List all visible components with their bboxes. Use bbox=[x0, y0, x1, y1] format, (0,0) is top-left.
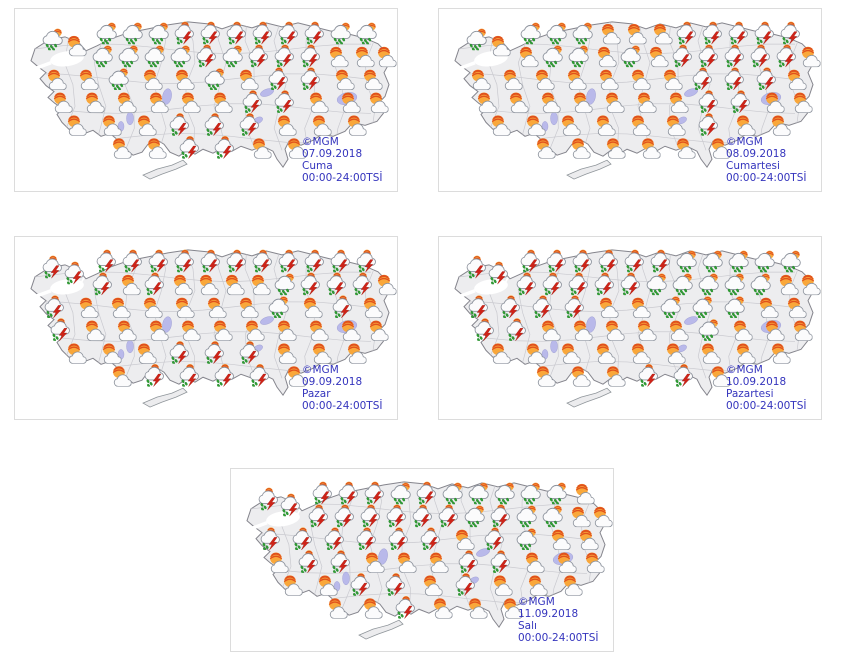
day-label: Cumartesi bbox=[726, 160, 780, 172]
map-stamp: ©MGM 08.09.2018 Cumartesi 00:00-24:00TSİ bbox=[726, 136, 806, 184]
weather-icon-partly-cloudy bbox=[575, 483, 595, 505]
time-range-label: 00:00-24:00TSİ bbox=[726, 400, 807, 412]
date-label: 07.09.2018 bbox=[302, 148, 363, 160]
forecast-panel-sunday: ©MGM 09.09.2018 Pazar 00:00-24:00TSİ bbox=[14, 236, 398, 420]
weather-icon-partly-cloudy bbox=[377, 274, 397, 296]
weather-icon-partly-cloudy bbox=[801, 274, 821, 296]
map-stamp: ©MGM 11.09.2018 Salı 00:00-24:00TSİ bbox=[518, 596, 598, 644]
date-label: 11.09.2018 bbox=[518, 608, 579, 620]
weather-icon-partly-cloudy bbox=[801, 46, 821, 68]
weather-icon-partly-cloudy bbox=[67, 35, 87, 57]
map-stamp: ©MGM 07.09.2018 Cuma 00:00-24:00TSİ bbox=[302, 136, 382, 184]
forecast-panel-monday: ©MGM 10.09.2018 Pazartesi 00:00-24:00TSİ bbox=[438, 236, 822, 420]
map-stamp: ©MGM 10.09.2018 Pazartesi 00:00-24:00TSİ bbox=[726, 364, 806, 412]
forecast-panel-saturday: ©MGM 08.09.2018 Cumartesi 00:00-24:00TSİ bbox=[438, 8, 822, 192]
time-range-label: 00:00-24:00TSİ bbox=[302, 172, 383, 184]
credit-label: ©MGM bbox=[726, 136, 763, 148]
date-label: 09.09.2018 bbox=[302, 376, 363, 388]
map-stamp: ©MGM 09.09.2018 Pazar 00:00-24:00TSİ bbox=[302, 364, 382, 412]
credit-label: ©MGM bbox=[302, 136, 339, 148]
day-label: Pazar bbox=[302, 388, 331, 400]
time-range-label: 00:00-24:00TSİ bbox=[726, 172, 807, 184]
forecast-panel-friday: ©MGM 07.09.2018 Cuma 00:00-24:00TSİ bbox=[14, 8, 398, 192]
credit-label: ©MGM bbox=[518, 596, 555, 608]
credit-label: ©MGM bbox=[726, 364, 763, 376]
time-range-label: 00:00-24:00TSİ bbox=[518, 632, 599, 644]
date-label: 10.09.2018 bbox=[726, 376, 787, 388]
day-label: Cuma bbox=[302, 160, 333, 172]
forecast-panel-tuesday: ©MGM 11.09.2018 Salı 00:00-24:00TSİ bbox=[230, 468, 614, 652]
weather-icon-partly-cloudy bbox=[593, 506, 613, 528]
date-label: 08.09.2018 bbox=[726, 148, 787, 160]
time-range-label: 00:00-24:00TSİ bbox=[302, 400, 383, 412]
weather-icon-partly-cloudy bbox=[377, 46, 397, 68]
day-label: Salı bbox=[518, 620, 537, 632]
weather-icon-partly-cloudy bbox=[491, 35, 511, 57]
credit-label: ©MGM bbox=[302, 364, 339, 376]
day-label: Pazartesi bbox=[726, 388, 774, 400]
